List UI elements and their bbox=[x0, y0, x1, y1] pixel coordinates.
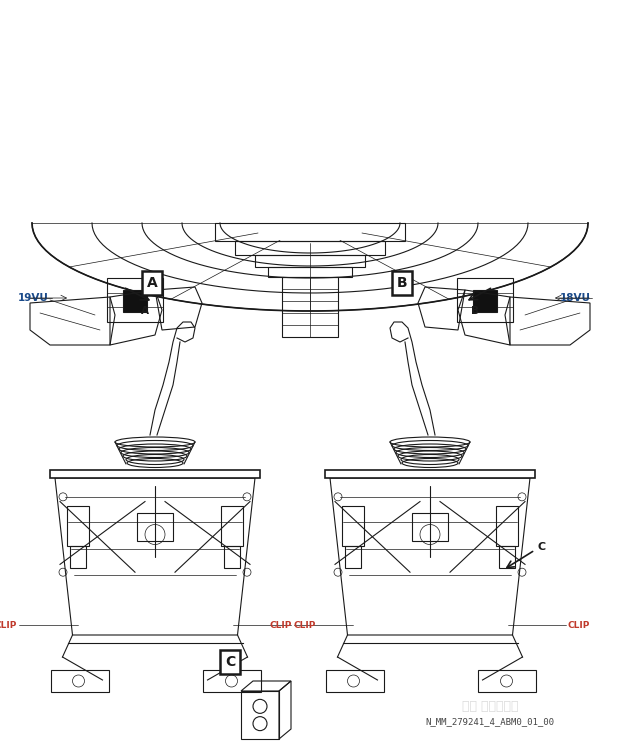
Bar bbox=[342, 507, 364, 546]
Bar bbox=[137, 513, 173, 541]
Text: CLIP: CLIP bbox=[0, 621, 17, 630]
Bar bbox=[215, 223, 405, 241]
Text: 19VU: 19VU bbox=[18, 293, 49, 303]
Text: CLIP: CLIP bbox=[293, 621, 316, 630]
Bar bbox=[235, 241, 385, 255]
Text: B: B bbox=[471, 306, 479, 316]
Bar bbox=[268, 267, 352, 277]
Bar bbox=[107, 278, 163, 322]
Bar bbox=[255, 255, 365, 267]
Bar bbox=[496, 507, 518, 546]
Bar bbox=[499, 546, 515, 568]
Text: C: C bbox=[538, 542, 546, 552]
Bar bbox=[224, 546, 240, 568]
Bar bbox=[412, 513, 448, 541]
Bar bbox=[203, 670, 260, 692]
Text: C: C bbox=[225, 655, 235, 669]
Bar bbox=[221, 507, 243, 546]
Bar bbox=[50, 470, 260, 478]
Bar bbox=[67, 507, 89, 546]
Text: CLIP: CLIP bbox=[568, 621, 590, 630]
Text: 値） 什么値得买: 値） 什么値得买 bbox=[462, 700, 518, 712]
Text: 18VU: 18VU bbox=[560, 293, 591, 303]
Bar bbox=[473, 290, 497, 312]
Bar bbox=[50, 670, 108, 692]
Bar bbox=[326, 670, 384, 692]
Bar bbox=[70, 546, 86, 568]
Bar bbox=[457, 278, 513, 322]
Bar bbox=[241, 691, 279, 739]
Text: A: A bbox=[146, 276, 157, 290]
Bar bbox=[282, 277, 338, 337]
Bar bbox=[477, 670, 536, 692]
Bar bbox=[123, 290, 147, 312]
Text: B: B bbox=[397, 276, 407, 290]
Bar bbox=[345, 546, 361, 568]
Text: N_MM_279241_4_ABM0_01_00: N_MM_279241_4_ABM0_01_00 bbox=[425, 717, 554, 726]
Bar bbox=[325, 470, 535, 478]
Text: CLIP: CLIP bbox=[270, 621, 292, 630]
Text: A: A bbox=[141, 306, 149, 316]
